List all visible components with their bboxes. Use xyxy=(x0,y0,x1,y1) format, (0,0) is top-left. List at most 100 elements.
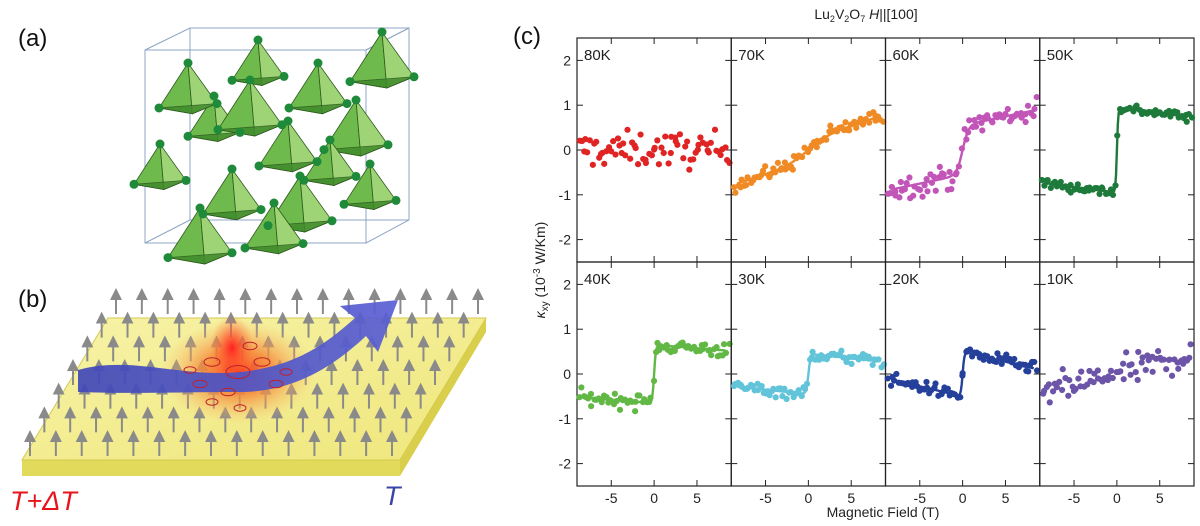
data-point xyxy=(707,139,714,146)
data-point xyxy=(720,341,728,348)
data-point xyxy=(686,166,693,173)
data-point xyxy=(910,192,917,199)
cold-side-label: T xyxy=(384,481,403,511)
data-point xyxy=(1031,358,1038,366)
data-point xyxy=(1066,377,1073,384)
data-point xyxy=(1030,113,1037,120)
atom xyxy=(213,125,223,135)
atom xyxy=(227,75,237,85)
atom xyxy=(163,253,173,263)
series-label: 30K xyxy=(738,271,765,288)
atom xyxy=(279,71,289,81)
subplot-10K: -5 0 5 10K xyxy=(1039,261,1195,506)
data-point xyxy=(848,360,855,368)
data-point xyxy=(578,384,585,391)
data-point xyxy=(880,361,888,368)
tetrahedron xyxy=(349,30,415,89)
atom xyxy=(325,135,335,145)
atom xyxy=(342,99,352,109)
data-point xyxy=(1138,359,1145,366)
data-point xyxy=(586,137,593,144)
data-point xyxy=(1139,354,1146,361)
subplot-60K: 60K xyxy=(884,37,1041,263)
magnon-loop xyxy=(225,365,251,379)
fit-line xyxy=(891,109,1035,191)
data-point xyxy=(798,393,805,400)
data-point xyxy=(842,119,849,126)
thermal-hall-chart: -2 -1 0 1 2 80K 70K 60K 50K -2 -1 0 1 2 -5 0 5 40K -5 0 5 30K… xyxy=(559,37,1196,506)
data-point xyxy=(1025,368,1032,375)
data-point xyxy=(636,392,643,399)
tetrahedron xyxy=(244,201,304,255)
data-point xyxy=(658,144,665,151)
data-point xyxy=(930,173,938,180)
data-point xyxy=(781,385,788,392)
atom xyxy=(312,157,322,167)
data-point xyxy=(667,149,674,157)
data-point xyxy=(887,190,894,197)
x-tick-label: 0 xyxy=(804,490,812,506)
data-point xyxy=(708,352,715,359)
data-point xyxy=(589,161,596,168)
data-point xyxy=(588,403,595,410)
data-point xyxy=(989,119,996,126)
data-point xyxy=(701,341,709,348)
data-point xyxy=(616,406,624,413)
chart-title: Lu2V2O7 H||[100] xyxy=(814,6,917,24)
atom xyxy=(227,164,237,174)
data-point xyxy=(1123,349,1130,356)
sample-plate-front xyxy=(22,460,400,476)
data-point xyxy=(1096,190,1103,198)
data-point xyxy=(944,385,951,392)
atom xyxy=(298,239,308,249)
data-point xyxy=(584,149,591,156)
series-label: 80K xyxy=(584,47,611,64)
tetrahedron xyxy=(167,206,233,265)
data-point xyxy=(1053,384,1060,391)
atom xyxy=(383,140,393,150)
data-point xyxy=(781,159,788,166)
data-point xyxy=(662,133,669,140)
x-tick-label: -5 xyxy=(914,490,927,506)
data-point xyxy=(742,182,750,189)
subplot-30K: -5 0 5 30K xyxy=(730,261,888,506)
data-point xyxy=(1022,118,1029,126)
atom xyxy=(155,139,165,149)
data-point xyxy=(1117,368,1124,375)
data-point xyxy=(1075,375,1082,382)
magnon-loop xyxy=(253,357,271,367)
data-point xyxy=(1187,341,1194,348)
data-point xyxy=(655,161,662,168)
data-point xyxy=(1044,177,1051,184)
atom xyxy=(254,161,264,171)
atom xyxy=(183,131,193,141)
data-point xyxy=(611,390,618,397)
data-point xyxy=(610,138,617,145)
panel-label-b: (b) xyxy=(18,286,47,313)
atom xyxy=(284,103,294,113)
data-point xyxy=(924,188,931,195)
magnon-loop xyxy=(279,368,293,376)
series-label: 50K xyxy=(1047,47,1074,64)
data-point xyxy=(598,399,605,406)
tetrahedron xyxy=(158,61,218,115)
fit-line xyxy=(582,344,726,404)
data-point xyxy=(1142,366,1149,374)
atom xyxy=(327,216,337,226)
data-point xyxy=(809,348,816,355)
data-point xyxy=(1127,371,1134,378)
data-point xyxy=(1047,184,1054,191)
panel-label-c: (c) xyxy=(513,23,541,50)
data-point xyxy=(1033,367,1041,374)
fit-line xyxy=(1045,106,1189,194)
data-point xyxy=(903,180,910,187)
data-point xyxy=(1057,178,1064,186)
atom xyxy=(256,205,266,215)
data-point xyxy=(665,160,672,167)
data-point xyxy=(1038,176,1045,184)
atom xyxy=(209,91,219,101)
atom xyxy=(409,72,419,82)
data-point xyxy=(697,134,704,141)
data-point xyxy=(1186,354,1193,361)
